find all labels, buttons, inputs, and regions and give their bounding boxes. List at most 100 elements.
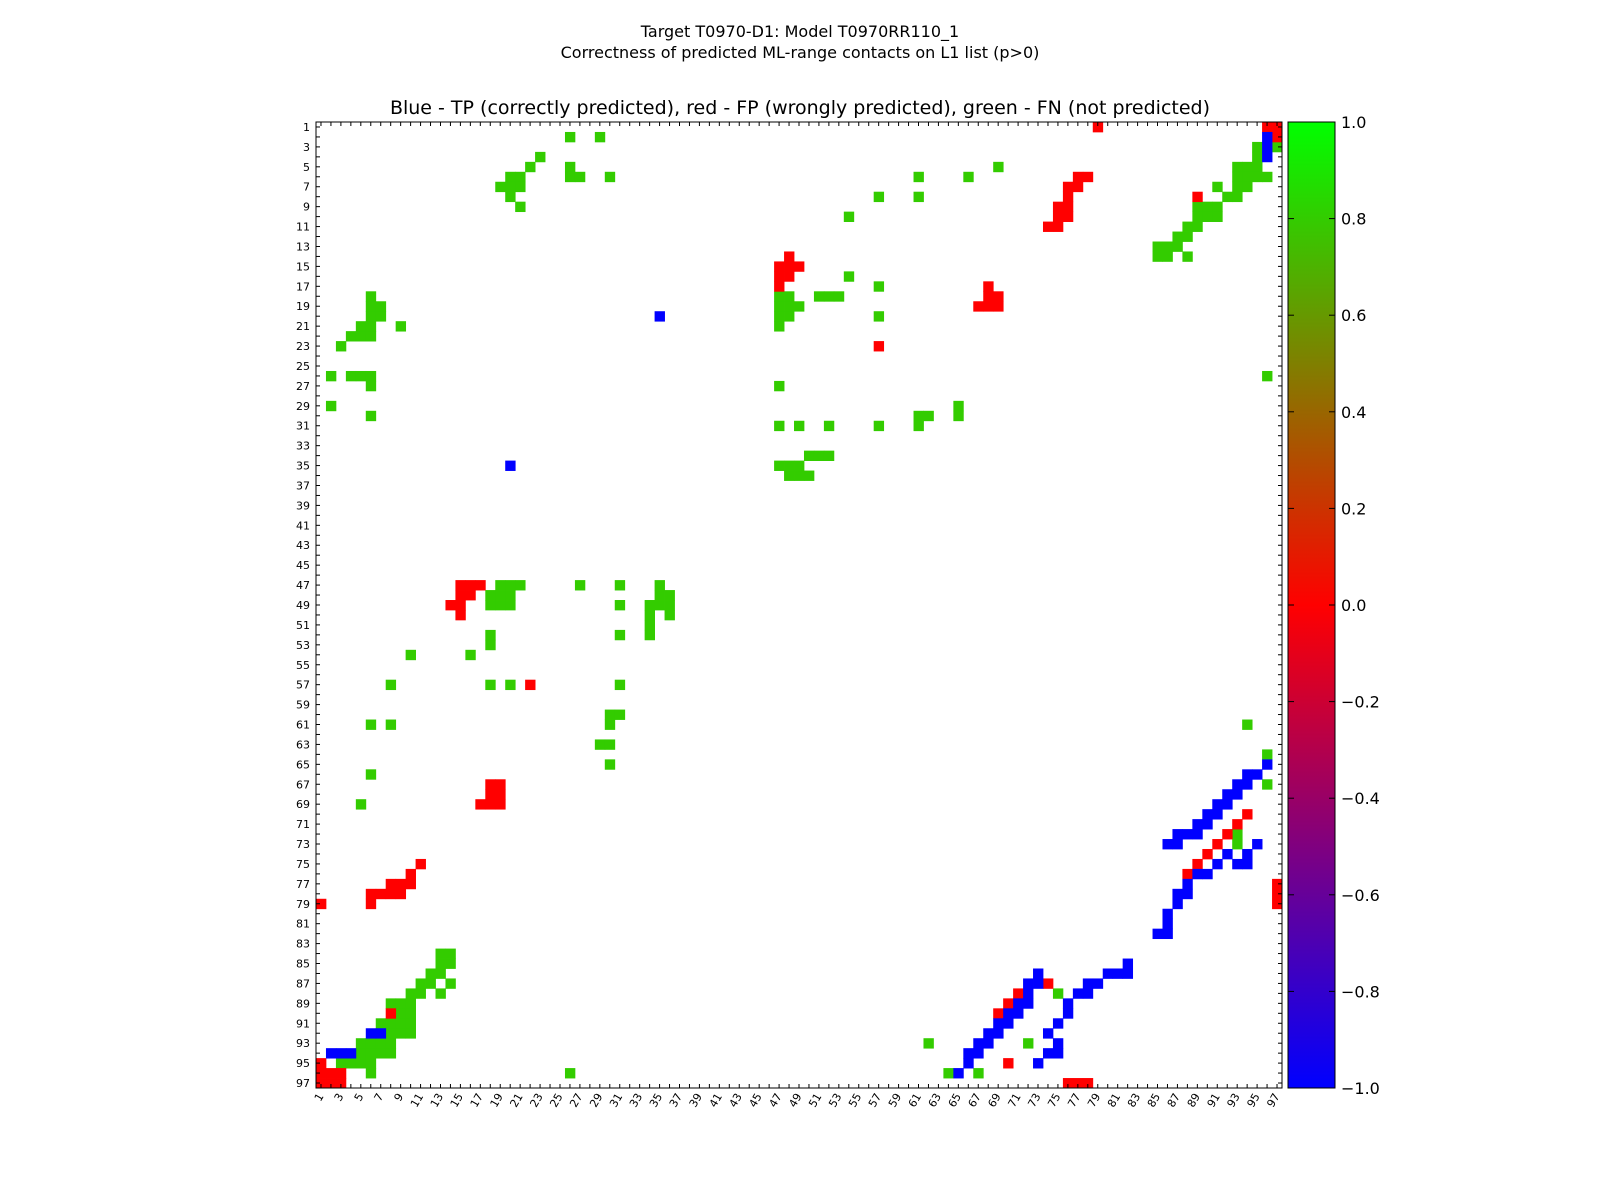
y-tick-label: 95 [296, 1057, 310, 1070]
cell-fn [485, 639, 496, 651]
cell-fp [774, 261, 785, 272]
y-tick-label: 67 [296, 778, 310, 791]
cell-fp [495, 799, 506, 810]
cell-fn [385, 1038, 397, 1049]
cell-fn [1262, 749, 1273, 760]
cell-fn [604, 759, 616, 770]
cell-tp [993, 1018, 1004, 1029]
cell-tp [1052, 1038, 1064, 1049]
cell-fn [405, 1018, 416, 1029]
cell-fn [355, 370, 367, 382]
cell-tp [1182, 878, 1193, 890]
cell-fp [784, 271, 795, 282]
cell-fn [794, 460, 805, 471]
cell-fp [983, 291, 994, 302]
cell-tp [1092, 978, 1104, 989]
cell-fp [1013, 988, 1024, 999]
y-tick-label: 13 [296, 240, 310, 253]
cell-fn [1232, 161, 1243, 173]
cell-fp [1082, 171, 1094, 183]
cell-fn [375, 1038, 387, 1049]
cell-fn [923, 1038, 934, 1049]
cell-fp [385, 888, 397, 900]
colorbar-tick-label: −1.0 [1341, 1079, 1380, 1098]
cell-fn [1052, 988, 1064, 999]
cell-fn [614, 580, 626, 591]
cell-fp [1062, 201, 1074, 213]
cell-fn [873, 311, 885, 322]
y-tick-label: 87 [296, 977, 310, 990]
cell-fp [1272, 898, 1283, 910]
y-tick-label: 93 [296, 1037, 310, 1050]
cell-tp [1252, 839, 1263, 850]
cell-fn [1232, 829, 1243, 840]
cell-fn [614, 709, 626, 720]
cell-fp [455, 580, 466, 591]
cell-fn [654, 580, 665, 591]
colorbar-tick-label: 1.0 [1341, 113, 1366, 132]
cell-fp [525, 679, 536, 691]
x-tick-label: 61 [906, 1091, 924, 1110]
cell-tp [1172, 888, 1183, 900]
cell-fn [654, 600, 665, 611]
cell-tp [1242, 848, 1253, 860]
cell-tp [1122, 968, 1134, 979]
x-tick-label: 85 [1145, 1091, 1163, 1110]
cell-fn [445, 978, 456, 989]
cell-tp [654, 311, 665, 322]
y-tick-label: 79 [296, 898, 310, 911]
cell-fn [495, 580, 506, 591]
cell-fn [435, 968, 446, 979]
cell-tp [345, 1048, 357, 1059]
cell-tp [973, 1038, 984, 1049]
cell-fp [1042, 978, 1054, 989]
cell-fn [774, 420, 785, 432]
cell-fp [405, 878, 416, 890]
cell-tp [963, 1058, 974, 1069]
cell-tp [375, 1028, 387, 1039]
cell-fn [963, 171, 974, 183]
cell-tp [1042, 1048, 1054, 1059]
cell-fp [495, 789, 506, 800]
colorbar-tick-label: 0.4 [1341, 403, 1366, 422]
cell-fn [445, 948, 456, 959]
cell-fn [365, 410, 377, 422]
cell-tp [1192, 819, 1203, 830]
y-tick-label: 23 [296, 340, 310, 353]
cell-fn [435, 948, 446, 959]
cell-fn [495, 590, 506, 601]
cell-tp [1003, 1008, 1014, 1019]
cell-fp [1222, 829, 1233, 840]
cell-fn [515, 201, 526, 213]
cell-fp [365, 888, 377, 900]
cell-tp [953, 1068, 964, 1079]
cell-fn [375, 1048, 387, 1059]
cell-fn [774, 460, 785, 471]
cell-tp [1222, 799, 1233, 810]
figure-title-line1: Target T0970-D1: Model T0970RR110_1 [640, 22, 960, 41]
contact-cells [316, 122, 1283, 1089]
cell-fn [1252, 141, 1263, 153]
cell-tp [1202, 868, 1213, 880]
cell-tp [505, 460, 516, 471]
cell-fn [345, 331, 357, 342]
colorbar-tick-label: −0.2 [1341, 693, 1380, 712]
x-tick-label: 71 [1005, 1091, 1023, 1110]
x-tick-label: 39 [687, 1091, 705, 1110]
cell-fn [505, 580, 516, 591]
cell-fp [1182, 868, 1193, 880]
cell-fn [1232, 191, 1243, 203]
x-tick-label: 37 [667, 1091, 685, 1110]
cell-fn [485, 590, 496, 601]
cell-tp [1192, 829, 1203, 840]
cell-fn [425, 978, 436, 989]
cell-fn [365, 291, 377, 302]
cell-fp [335, 1078, 347, 1089]
cell-fn [485, 679, 496, 691]
x-tick-label: 55 [846, 1091, 864, 1110]
y-tick-label: 29 [296, 400, 310, 413]
cell-fn [365, 1058, 377, 1069]
cell-fn [614, 629, 626, 641]
cell-tp [1082, 978, 1094, 989]
cell-fp [973, 301, 984, 312]
